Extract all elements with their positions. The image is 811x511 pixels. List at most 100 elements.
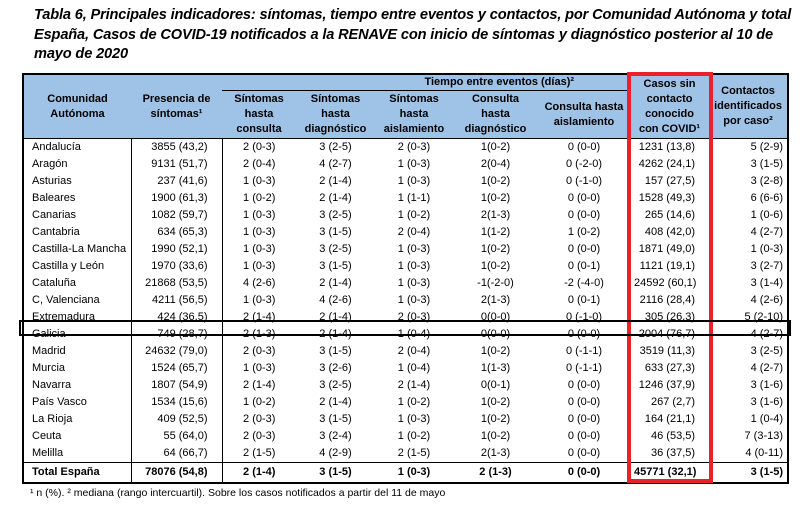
cell-casos-sin-contacto: 2004 (76,7) <box>638 328 696 340</box>
cell-consulta-diagnostico: 1(0-2) <box>480 413 511 425</box>
cell-contactos: 4 (2-7) <box>709 224 790 241</box>
cell-contactos: 7 (3-13) <box>709 428 790 445</box>
cell-sintomas-aislamiento: 1 (0-4) <box>397 362 431 374</box>
cell-sintomas-diagnostico: 2 (1-4) <box>319 192 352 204</box>
header-casos-sin-contacto: Casos sin contacto conocido con COVID¹ <box>630 73 710 139</box>
cell-comunidad: Canarias <box>22 207 132 224</box>
cell-comunidad: La Rioja <box>22 411 132 428</box>
table-row: Ceuta 55 (64,0) 2 (0-3) 3 (2-4) 1 (0-2) 1(0-2… <box>22 428 790 445</box>
cell-sintomas-consulta: 1 (0-3) <box>243 362 276 374</box>
header-group-tiempo: Tiempo entre eventos (días)² <box>222 73 631 91</box>
cell-sintomas-diagnostico: 4 (2-9) <box>319 447 352 459</box>
header-contactos: Contactos identificados por caso² <box>709 73 790 139</box>
cell-sintomas-consulta: 4 (2-6) <box>243 277 276 289</box>
cell-contactos: 3 (1-5) <box>709 156 790 173</box>
cell-presencia: 24632 (79,0) <box>131 343 223 360</box>
cell-consulta-aislamiento: 0 (-1-1) <box>565 345 603 357</box>
cell-contactos: 4 (2-6) <box>709 292 790 309</box>
cell-comunidad: C, Valenciana <box>22 292 132 309</box>
cell-sintomas-consulta: 2 (1-5) <box>243 447 276 459</box>
cell-casos-sin-contacto: 24592 (60,1) <box>634 277 697 289</box>
cell-contactos: 3 (2-5) <box>709 343 790 360</box>
cell-consulta-diagnostico: 1(0-2) <box>480 430 511 442</box>
cell-presencia: 3855 (43,2) <box>131 138 223 156</box>
table-row: Cataluña 21868 (53,5) 4 (2-6) 2 (1-4) 1 (0-3… <box>22 275 790 292</box>
cell-sintomas-aislamiento: 1 (0-3) <box>397 175 431 187</box>
cell-sintomas-aislamiento: 1 (0-2) <box>397 209 431 221</box>
cell-consulta-aislamiento: 0 (0-1) <box>567 294 601 306</box>
cell-sintomas-aislamiento: 1 (0-2) <box>397 396 431 408</box>
cell-sintomas-consulta: 2 (1-4) <box>222 462 296 484</box>
cell-sintomas-consulta: 1 (0-3) <box>243 294 276 306</box>
cell-consulta-diagnostico: 0(0-1) <box>480 379 511 391</box>
indicators-table-container: Comunidad Autónoma Presencia de síntomas… <box>22 73 790 484</box>
cell-comunidad: Extremadura <box>22 309 132 326</box>
cell-sintomas-diagnostico: 3 (1-5) <box>319 413 352 425</box>
cell-contactos: 3 (2-7) <box>709 258 790 275</box>
cell-consulta-diagnostico: 1(0-2) <box>480 396 511 408</box>
cell-sintomas-diagnostico: 3 (2-6) <box>319 362 352 374</box>
cell-consulta-aislamiento: 0 (0-0) <box>567 413 601 425</box>
cell-sintomas-diagnostico: 4 (2-6) <box>319 294 352 306</box>
cell-contactos: 3 (1-5) <box>709 462 790 484</box>
cell-sintomas-consulta: 2 (1-3) <box>243 328 276 340</box>
cell-consulta-aislamiento: 0 (-1-0) <box>565 175 603 187</box>
cell-sintomas-aislamiento: 1 (0-3) <box>397 158 431 170</box>
header-consulta-diagnostico: Consulta hasta diagnóstico <box>453 90 538 139</box>
cell-contactos: 1 (0-6) <box>709 207 790 224</box>
cell-consulta-aislamiento: 0 (-1-1) <box>565 362 603 374</box>
cell-sintomas-consulta: 2 (0-3) <box>243 345 276 357</box>
table-row: Cantabria 634 (65,3) 1 (0-3) 3 (1-5) 2 (0-4)… <box>22 224 790 241</box>
cell-comunidad: Ceuta <box>22 428 132 445</box>
cell-comunidad: Andalucía <box>22 138 132 156</box>
table-row: Castilla-La Mancha 1990 (52,1) 1 (0-3) 3 (2… <box>22 241 790 258</box>
cell-consulta-aislamiento: 0 (0-0) <box>567 243 601 255</box>
cell-sintomas-consulta: 1 (0-3) <box>243 260 276 272</box>
table-row: Madrid 24632 (79,0) 2 (0-3) 3 (1-5) 2 (0-4) 1… <box>22 343 790 360</box>
cell-sintomas-aislamiento: 2 (0-3) <box>397 311 431 323</box>
cell-casos-sin-contacto: 1528 (49,3) <box>638 192 696 204</box>
cell-casos-sin-contacto: 265 (14,6) <box>644 209 696 221</box>
header-sintomas-consulta: Síntomas hasta consulta <box>222 90 296 139</box>
cell-sintomas-diagnostico: 3 (2-4) <box>319 430 352 442</box>
cell-comunidad: Melilla <box>22 445 132 463</box>
cell-sintomas-consulta: 1 (0-3) <box>243 209 276 221</box>
cell-casos-sin-contacto: 164 (21,1) <box>644 413 696 425</box>
cell-sintomas-aislamiento: 2 (0-4) <box>397 226 431 238</box>
cell-sintomas-aislamiento: 1 (0-3) <box>397 243 431 255</box>
cell-contactos: 5 (2-9) <box>709 138 790 156</box>
cell-sintomas-consulta: 2 (0-3) <box>243 430 276 442</box>
cell-contactos: 3 (1-6) <box>709 394 790 411</box>
cell-presencia: 1900 (61,3) <box>131 190 223 207</box>
cell-contactos: 5 (2-10) <box>709 309 790 326</box>
cell-casos-sin-contacto: 267 (2,7) <box>651 396 696 408</box>
cell-sintomas-diagnostico: 2 (1-4) <box>319 175 352 187</box>
cell-sintomas-aislamiento: 1 (0-3) <box>397 260 431 272</box>
table-row: C, Valenciana 4211 (56,5) 1 (0-3) 4 (2-6) 1 … <box>22 292 790 309</box>
cell-sintomas-consulta: 1 (0-2) <box>243 192 276 204</box>
cell-casos-sin-contacto: 408 (42,0) <box>644 226 696 238</box>
cell-sintomas-diagnostico: 3 (2-5) <box>319 243 352 255</box>
header-presencia: Presencia de síntomas¹ <box>131 73 222 139</box>
cell-consulta-diagnostico: 1(0-2) <box>480 175 511 187</box>
cell-consulta-aislamiento: 1 (0-2) <box>567 226 601 238</box>
cell-consulta-diagnostico: 2(0-4) <box>480 158 511 170</box>
cell-casos-sin-contacto: 1871 (49,0) <box>638 243 696 255</box>
cell-sintomas-consulta: 2 (0-3) <box>243 413 276 425</box>
cell-sintomas-aislamiento: 2 (1-4) <box>397 379 431 391</box>
cell-sintomas-diagnostico: 4 (2-7) <box>319 158 352 170</box>
cell-consulta-diagnostico: -1(-2-0) <box>477 277 514 289</box>
cell-presencia: 424 (36,5) <box>131 309 223 326</box>
cell-sintomas-aislamiento: 1 (1-1) <box>397 192 431 204</box>
cell-presencia: 1990 (52,1) <box>131 241 223 258</box>
cell-sintomas-aislamiento: 1 (0-2) <box>397 430 431 442</box>
cell-sintomas-diagnostico: 3 (2-5) <box>319 209 352 221</box>
cell-consulta-diagnostico: 2(1-3) <box>480 447 511 459</box>
cell-consulta-diagnostico: 1(1-2) <box>480 226 511 238</box>
table-row: Castilla y León 1970 (33,6) 1 (0-3) 3 (1-5)… <box>22 258 790 275</box>
cell-contactos: 3 (1-4) <box>709 275 790 292</box>
table-row: Galicia 749 (28,7) 2 (1-3) 2 (1-4) 1 (0-4) 0(… <box>22 326 790 343</box>
cell-presencia: 749 (28,7) <box>131 326 223 343</box>
cell-sintomas-consulta: 2 (0-3) <box>243 141 276 153</box>
cell-comunidad: Cantabria <box>22 224 132 241</box>
